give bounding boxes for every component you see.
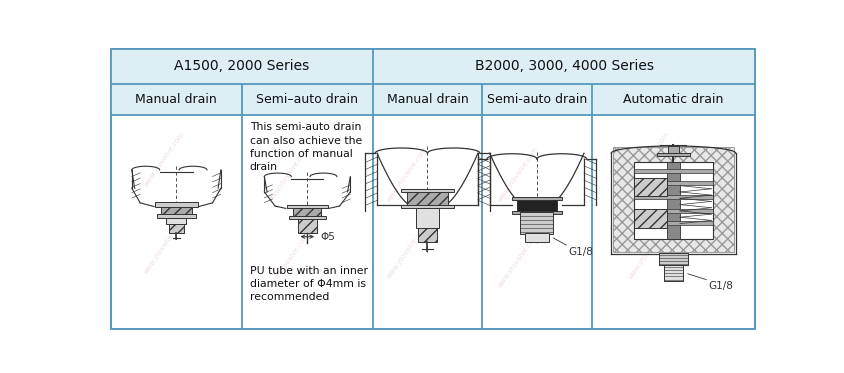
Text: www.ytovalve.com: www.ytovalve.com	[385, 145, 428, 203]
Text: www.ytovalve.com: www.ytovalve.com	[268, 145, 310, 203]
Bar	[633, 195, 711, 199]
Bar	[168, 224, 184, 233]
Text: www.ytovalve.com: www.ytovalve.com	[627, 131, 670, 188]
Text: www.ytovalve.com: www.ytovalve.com	[496, 145, 539, 203]
Text: Automatic drain: Automatic drain	[623, 93, 722, 106]
Text: www.ytovalve.com: www.ytovalve.com	[627, 223, 670, 280]
Bar	[633, 181, 711, 185]
Text: www.ytovalve.com: www.ytovalve.com	[496, 232, 539, 289]
Bar	[111, 84, 755, 115]
Bar	[668, 146, 678, 153]
Text: www.ytovalve.com: www.ytovalve.com	[143, 217, 186, 275]
Bar	[415, 208, 439, 228]
Bar	[406, 192, 448, 206]
Bar	[511, 211, 561, 214]
Text: www.ytovalve.com: www.ytovalve.com	[268, 232, 310, 289]
Bar	[511, 197, 561, 200]
Bar	[633, 221, 711, 225]
Text: A1500, 2000 Series: A1500, 2000 Series	[174, 59, 309, 73]
Text: Semi–auto drain: Semi–auto drain	[256, 93, 358, 106]
Bar	[633, 210, 711, 213]
Bar	[289, 216, 325, 219]
Bar	[633, 178, 666, 196]
Bar	[418, 228, 436, 242]
Bar	[633, 209, 666, 228]
Bar	[418, 228, 436, 242]
Text: This semi-auto drain
can also achieve the
function of manual
drain: This semi-auto drain can also achieve th…	[250, 122, 361, 172]
Text: Semi-auto drain: Semi-auto drain	[486, 93, 587, 106]
Text: Manual drain: Manual drain	[387, 93, 468, 106]
Bar	[293, 209, 321, 216]
Bar	[401, 205, 453, 208]
Bar	[155, 202, 197, 207]
Text: Φ5: Φ5	[321, 232, 335, 242]
Bar	[663, 265, 682, 281]
Bar	[111, 49, 372, 84]
Bar	[372, 49, 755, 84]
Bar	[658, 253, 687, 265]
Bar	[160, 207, 192, 215]
Bar	[613, 147, 733, 252]
Bar	[401, 189, 453, 192]
Text: PU tube with an inner
diameter of Φ4mm is
recommended: PU tube with an inner diameter of Φ4mm i…	[250, 266, 367, 302]
Bar	[633, 209, 666, 228]
Bar	[287, 205, 327, 209]
Bar	[657, 153, 689, 156]
Text: Manual drain: Manual drain	[135, 93, 217, 106]
Bar	[406, 192, 448, 206]
Bar	[297, 219, 316, 233]
Text: G1/8: G1/8	[568, 247, 592, 257]
Bar	[633, 169, 711, 173]
Text: B2000, 3000, 4000 Series: B2000, 3000, 4000 Series	[474, 59, 652, 73]
Bar	[168, 224, 184, 233]
Bar	[160, 207, 192, 215]
Bar	[613, 147, 733, 252]
Bar	[293, 209, 321, 216]
Bar	[166, 217, 187, 224]
Bar	[666, 162, 679, 239]
Bar	[517, 199, 556, 212]
Bar	[157, 214, 196, 217]
Bar	[520, 212, 553, 233]
Text: www.ytovalve.com: www.ytovalve.com	[143, 131, 186, 188]
Bar	[633, 178, 666, 196]
Text: www.ytovalve.com: www.ytovalve.com	[385, 223, 428, 280]
Bar	[524, 233, 548, 242]
Bar	[633, 162, 711, 239]
Text: G1/8: G1/8	[707, 281, 732, 291]
Bar	[297, 219, 316, 233]
